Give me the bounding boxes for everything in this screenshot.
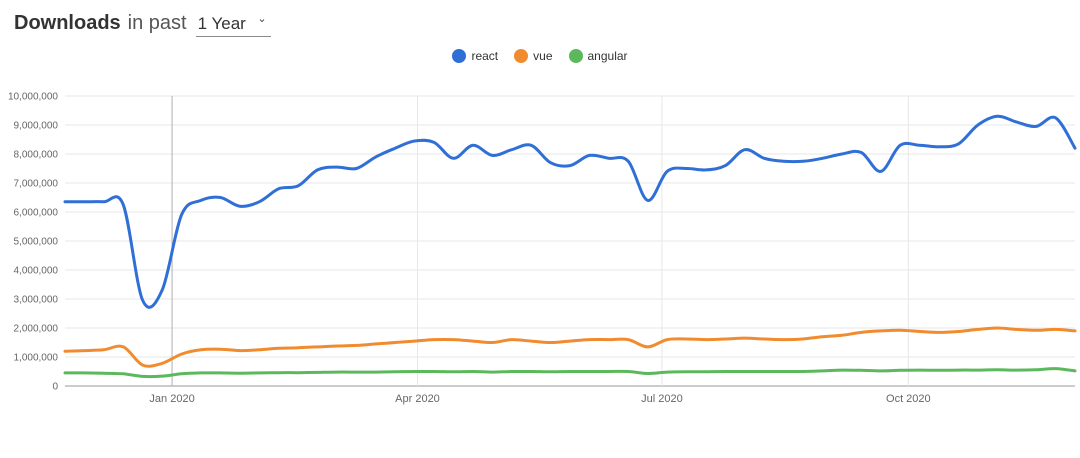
range-select[interactable]: 1 Year (195, 14, 271, 36)
y-tick-label: 8,000,000 (14, 150, 59, 161)
series-line-angular (63, 367, 1077, 379)
range-prefix-label: in past (127, 12, 187, 34)
y-tick-label: 10,000,000 (8, 92, 58, 103)
react-series-dot-icon (452, 49, 467, 63)
y-tick-label: 4,000,000 (14, 266, 59, 277)
downloads-chart: 0 1,000,000 2,000,000 3,000,000 4,000,000 5,0… (8, 92, 1077, 405)
angular-series-dot-icon (568, 49, 583, 63)
y-tick-label: 1,000,000 (14, 353, 59, 364)
y-tick-label: 9,000,000 (14, 121, 59, 132)
range-select-wrap: 1 Year ⌄ (195, 12, 271, 37)
x-tick-label: Jan 2020 (149, 393, 194, 405)
series-line-react (63, 114, 1077, 309)
vue-series-dot-icon (514, 49, 529, 63)
y-tick-label: 0 (52, 382, 58, 393)
legend-item-vue[interactable]: vue (514, 49, 553, 63)
page-title: Downloads (14, 12, 121, 34)
x-tick-label: Jul 2020 (641, 393, 683, 405)
y-tick-label: 2,000,000 (14, 324, 59, 335)
x-tick-label: Oct 2020 (886, 393, 931, 405)
legend-item-angular[interactable]: angular (568, 49, 628, 63)
legend-item-react[interactable]: react (452, 49, 498, 63)
chart-legend: react vue angular (0, 46, 1080, 66)
y-tick-label: 5,000,000 (14, 237, 59, 248)
x-tick-label: Apr 2020 (395, 393, 440, 405)
y-tick-label: 7,000,000 (14, 179, 59, 190)
series-line-vue (63, 326, 1077, 368)
chart-header: Downloads in past 1 Year ⌄ (14, 12, 1080, 37)
legend-label: vue (533, 49, 553, 63)
y-tick-label: 3,000,000 (14, 295, 59, 306)
legend-label: angular (587, 49, 628, 63)
legend-label: react (471, 49, 499, 63)
y-tick-label: 6,000,000 (14, 208, 59, 219)
